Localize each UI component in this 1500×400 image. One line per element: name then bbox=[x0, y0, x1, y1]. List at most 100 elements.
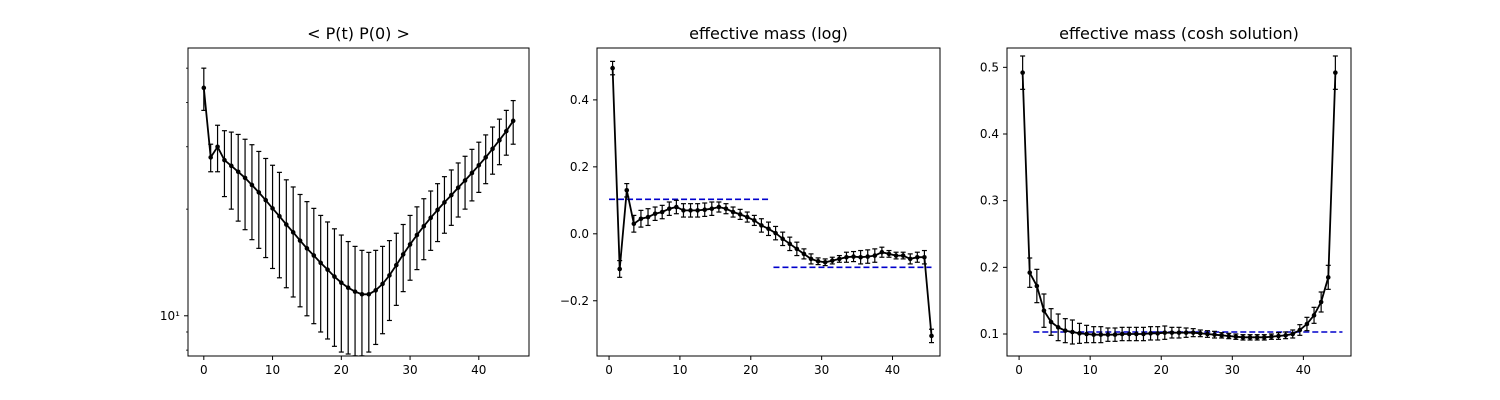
chart-title: effective mass (log) bbox=[689, 24, 848, 43]
data-point bbox=[462, 178, 468, 183]
data-point bbox=[455, 185, 461, 190]
series-line bbox=[611, 68, 933, 336]
data-point bbox=[1212, 332, 1217, 337]
data-point bbox=[1205, 331, 1210, 337]
data-point bbox=[263, 197, 268, 203]
data-point bbox=[1112, 332, 1118, 337]
data-point bbox=[1055, 325, 1061, 330]
data-point bbox=[723, 206, 729, 211]
data-point bbox=[1162, 330, 1168, 335]
data-point bbox=[1190, 330, 1196, 335]
data-point bbox=[915, 254, 920, 260]
x-tick-label: 20 bbox=[743, 363, 758, 377]
data-point bbox=[1070, 329, 1075, 335]
data-point bbox=[284, 222, 289, 227]
axes-frame bbox=[1006, 47, 1352, 357]
data-point bbox=[695, 208, 700, 213]
data-point bbox=[1105, 332, 1111, 337]
y-tick-label: −0.2 bbox=[560, 294, 589, 308]
data-point bbox=[394, 262, 399, 268]
data-point bbox=[1261, 335, 1267, 340]
x-tick-label: 20 bbox=[334, 363, 349, 377]
data-point bbox=[304, 246, 310, 251]
data-point bbox=[1077, 331, 1082, 336]
data-point bbox=[666, 206, 672, 211]
data-point bbox=[407, 242, 413, 247]
data-point bbox=[787, 241, 793, 247]
data-point bbox=[435, 207, 440, 213]
data-point bbox=[645, 214, 651, 220]
data-point bbox=[1169, 330, 1175, 335]
x-tick-label: 40 bbox=[471, 363, 486, 377]
data-point bbox=[249, 182, 255, 188]
data-point bbox=[339, 280, 344, 285]
data-point bbox=[681, 208, 686, 213]
x-tick-label: 30 bbox=[1225, 363, 1240, 377]
data-point bbox=[652, 211, 658, 217]
data-point bbox=[773, 230, 778, 236]
data-point bbox=[1198, 331, 1203, 336]
y-tick-label: 0.3 bbox=[980, 194, 999, 208]
data-point bbox=[674, 204, 679, 210]
data-point bbox=[851, 254, 856, 259]
x-tick-label: 0 bbox=[1015, 363, 1023, 377]
data-point bbox=[270, 206, 275, 211]
data-point bbox=[702, 207, 708, 212]
y-tick-label: 0.4 bbox=[980, 127, 999, 141]
data-point bbox=[318, 260, 323, 266]
data-point bbox=[400, 252, 406, 257]
data-point bbox=[469, 170, 475, 176]
data-point bbox=[1134, 331, 1139, 337]
axes-frame bbox=[187, 47, 530, 357]
data-point bbox=[1091, 332, 1097, 337]
data-point bbox=[1219, 333, 1224, 338]
data-point bbox=[822, 259, 828, 265]
data-point bbox=[1311, 313, 1317, 318]
data-point bbox=[829, 258, 835, 263]
data-point bbox=[1318, 299, 1324, 305]
x-tick-label: 10 bbox=[1083, 363, 1098, 377]
data-point bbox=[752, 218, 757, 223]
data-point bbox=[1247, 335, 1253, 340]
x-tick-label: 20 bbox=[1154, 363, 1169, 377]
series-line bbox=[1021, 72, 1337, 339]
data-point bbox=[688, 208, 693, 213]
data-point bbox=[759, 223, 764, 228]
data-point bbox=[242, 175, 248, 181]
data-point bbox=[922, 254, 927, 260]
data-point bbox=[610, 65, 615, 71]
data-point bbox=[235, 169, 241, 175]
y-tick-label: 0.4 bbox=[570, 93, 589, 107]
data-point bbox=[1027, 270, 1033, 275]
data-point bbox=[277, 213, 282, 219]
data-point bbox=[744, 214, 750, 220]
data-point bbox=[332, 274, 337, 279]
x-tick-label: 10 bbox=[672, 363, 687, 377]
x-tick-label: 40 bbox=[1296, 363, 1311, 377]
data-point bbox=[421, 223, 427, 229]
data-point bbox=[794, 246, 800, 252]
y-tick-label: 0.1 bbox=[980, 327, 999, 341]
data-point bbox=[879, 249, 885, 255]
data-point bbox=[510, 118, 516, 124]
data-point bbox=[1034, 283, 1040, 289]
data-point bbox=[504, 128, 509, 134]
data-point bbox=[858, 254, 863, 260]
data-point bbox=[1290, 331, 1296, 337]
data-point bbox=[311, 253, 317, 258]
data-point bbox=[1062, 328, 1068, 333]
data-point bbox=[1148, 331, 1153, 336]
data-point bbox=[490, 146, 495, 152]
data-point bbox=[442, 200, 447, 205]
x-tick-label: 30 bbox=[402, 363, 417, 377]
data-point bbox=[1048, 319, 1054, 325]
data-point bbox=[1297, 327, 1303, 333]
data-point bbox=[1155, 331, 1160, 336]
data-point bbox=[907, 256, 913, 262]
data-point bbox=[900, 253, 906, 258]
data-point bbox=[1254, 335, 1260, 340]
data-point bbox=[1226, 333, 1232, 339]
data-point bbox=[837, 256, 842, 262]
data-point bbox=[380, 281, 385, 287]
